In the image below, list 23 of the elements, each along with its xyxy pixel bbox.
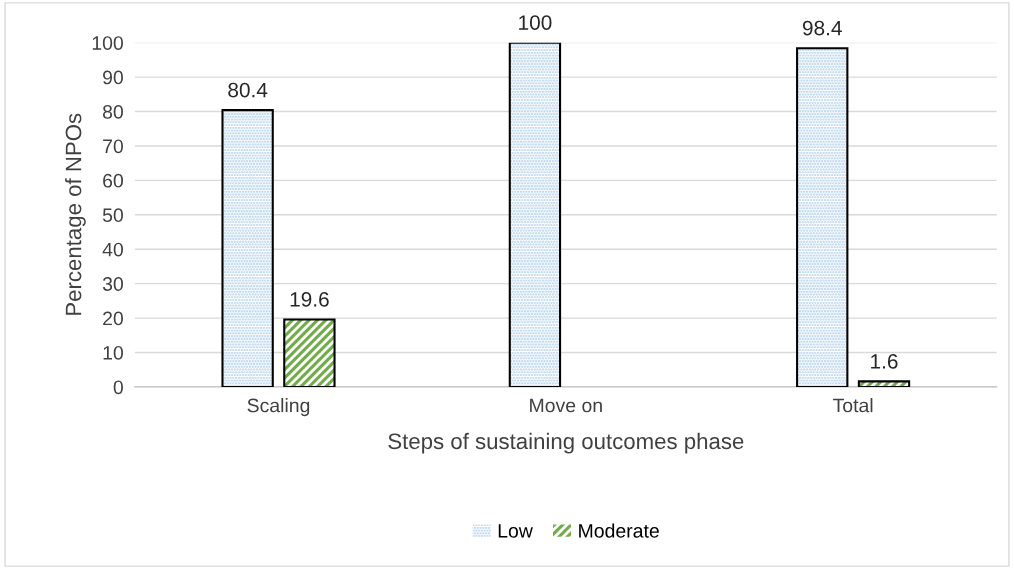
y-tick-label: 20 <box>103 311 123 326</box>
x-tick-label: Move on <box>530 398 602 413</box>
data-label: 80.4 <box>228 82 268 98</box>
data-label: 98.4 <box>802 20 842 36</box>
x-tick-label: Total <box>833 398 873 413</box>
y-tick-label: 90 <box>103 70 123 85</box>
y-tick-label: 10 <box>103 345 123 360</box>
legend-label: Moderate <box>579 523 659 538</box>
data-label: 100 <box>519 15 552 30</box>
y-tick-label: 100 <box>92 36 123 50</box>
data-label: 19.6 <box>290 291 329 307</box>
x-axis-title: Steps of sustaining outcomes phase <box>388 432 744 454</box>
legend-label: Low <box>498 524 533 538</box>
y-tick-label: 50 <box>102 208 123 223</box>
y-tick-label: 60 <box>103 173 123 188</box>
y-tick-label: 40 <box>102 242 123 257</box>
data-label: 1.6 <box>871 353 898 369</box>
y-tick-label: 0 <box>113 380 123 395</box>
x-tick-label: Scaling <box>247 398 310 417</box>
y-tick-label: 30 <box>102 277 123 291</box>
y-axis-title: Percentage of NPOs <box>65 113 86 315</box>
y-tick-label: 80 <box>102 104 123 119</box>
y-tick-label: 70 <box>103 139 123 154</box>
